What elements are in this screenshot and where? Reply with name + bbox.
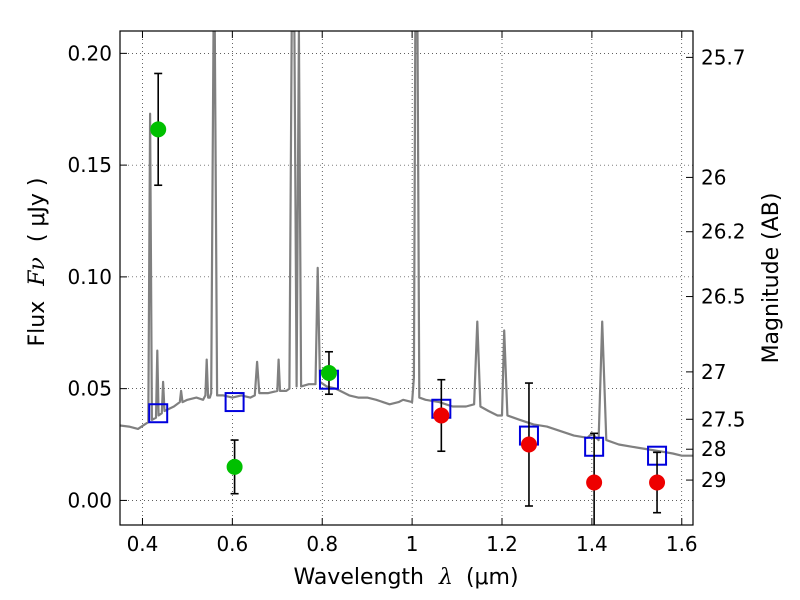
- spectrum-line: [120, 31, 693, 457]
- green-point: [150, 121, 167, 138]
- model-box: [224, 392, 245, 413]
- magnitude-tick-label: 27: [701, 360, 726, 384]
- magnitude-tick-label: 25.7: [701, 45, 746, 69]
- x-tick-label: 0.6: [216, 532, 248, 556]
- x-tick-label: 0.4: [127, 532, 159, 556]
- x-axis-label: Wavelength λ (μm): [293, 565, 518, 590]
- y-tick-label: 0.10: [67, 265, 112, 289]
- x-axis-label-symbol: λ: [438, 565, 453, 590]
- y-tick-label: 0.20: [67, 41, 112, 65]
- magnitude-tick-label: 26.2: [701, 220, 746, 244]
- x-tick-label: 0.8: [306, 532, 338, 556]
- red-point: [520, 436, 537, 453]
- magnitude-tick-label: 26: [701, 165, 726, 189]
- y-axis-label-symbol: Fν: [25, 257, 50, 287]
- y-axis-label-prefix: Flux: [25, 301, 50, 347]
- x-tick-label: 1: [406, 532, 419, 556]
- x-axis-label-prefix: Wavelength: [293, 565, 424, 590]
- photometry-points: [150, 72, 666, 525]
- axis-ticks: 0.4 0.6 0.8 1 1.2 1.4 1.6 0.00 0.05 0.10 0.15 0.20 2…: [67, 31, 746, 556]
- magnitude-tick-label: 29: [701, 468, 726, 492]
- red-point: [649, 474, 666, 491]
- x-tick-label: 1.6: [666, 532, 698, 556]
- magnitude-tick-label: 26.5: [701, 285, 746, 309]
- y-axis-label-unit: ( μJy ): [25, 177, 50, 242]
- x-tick-label: 1.2: [486, 532, 518, 556]
- magnitude-axis-label: Magnitude (AB): [759, 193, 784, 364]
- y-tick-label: 0.00: [67, 488, 112, 512]
- magnitude-tick-label: 28: [701, 437, 726, 461]
- model-box: [148, 403, 169, 424]
- y-tick-label: 0.05: [67, 377, 112, 401]
- red-point: [433, 407, 450, 424]
- spectrum-layer: [120, 31, 693, 457]
- y-tick-label: 0.15: [67, 153, 112, 177]
- grid-lines: [120, 31, 693, 525]
- magnitude-tick-label: 27.5: [701, 407, 746, 431]
- plot-frame: [119, 30, 694, 526]
- x-tick-label: 1.4: [576, 532, 608, 556]
- red-point: [586, 474, 603, 491]
- green-point: [226, 458, 243, 475]
- green-point: [320, 365, 337, 381]
- model-boxes: [148, 369, 668, 466]
- x-axis-label-unit: (μm): [466, 565, 519, 590]
- y-axis-label: Flux Fν ( μJy ): [25, 177, 50, 346]
